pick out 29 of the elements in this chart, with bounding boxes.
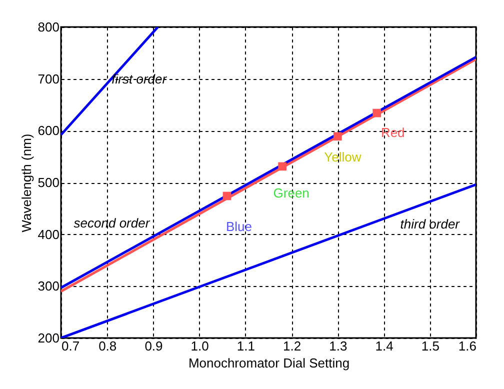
annotation: Yellow	[324, 149, 362, 164]
x-tick-label: 1.3	[329, 338, 348, 354]
annotation: Green	[273, 185, 310, 200]
point	[222, 192, 232, 200]
x-tick-label: 1.4	[375, 338, 394, 354]
point	[333, 132, 342, 141]
point	[278, 162, 287, 171]
annotation: third order	[400, 216, 460, 232]
x-tick-label: 0.8	[98, 338, 117, 354]
annotation: Red	[380, 125, 405, 140]
x-tick-label: 1.0	[190, 338, 209, 354]
annotation: second order	[74, 216, 150, 231]
y-tick-label: 400	[38, 226, 60, 242]
point	[372, 108, 382, 118]
y-axis-title: Wavelength (nm)	[18, 134, 34, 232]
x-tick-label: 0.9	[144, 338, 163, 354]
x-tick-label: 0.7	[62, 338, 80, 354]
x-tick-label: 1.5	[421, 338, 440, 354]
y-tick-label: 500	[38, 175, 60, 190]
y-tick-label: 700	[38, 71, 60, 86]
y-tick-label: 800	[38, 20, 60, 34]
x-tick-label: 1.1	[236, 338, 255, 354]
x-axis-title: Monochromator Dial Setting	[188, 356, 350, 370]
x-tick-label: 1.6	[458, 338, 476, 354]
y-tick-label: 200	[38, 330, 60, 346]
y-tick-label: 600	[38, 123, 60, 138]
x-tick-label: 1.2	[283, 338, 302, 354]
annotation: Blue	[226, 218, 252, 234]
y-tick-label: 300	[38, 278, 60, 294]
